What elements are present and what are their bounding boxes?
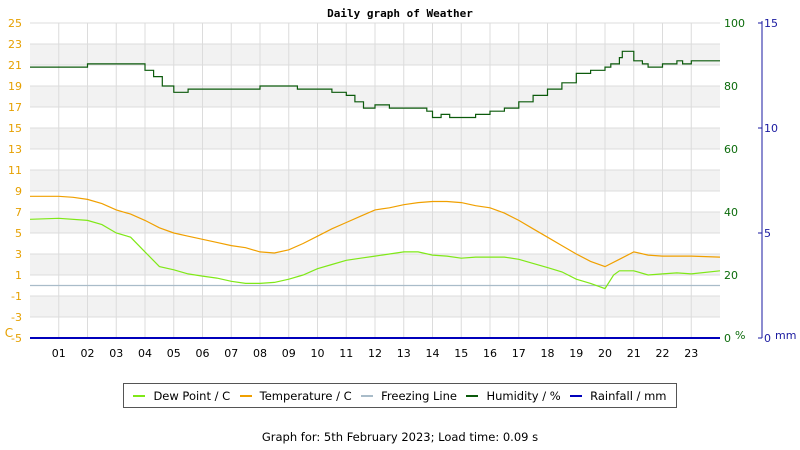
legend-swatch-rainfall (570, 394, 583, 397)
left-tick-label: 5 (15, 227, 22, 240)
series-line-dew-point-c (29, 217, 721, 290)
graph-footer: Graph for: 5th February 2023; Load time:… (261, 430, 539, 444)
x-tick-label: 03 (109, 347, 123, 360)
rain-axis-unit: mm (775, 329, 796, 342)
x-tick-label: 11 (339, 347, 353, 360)
left-tick-label: 1 (15, 269, 22, 282)
x-tick-label: 12 (368, 347, 382, 360)
legend-item-humidity: Humidity / % (466, 388, 561, 403)
humidity-axis-unit: % (735, 329, 745, 342)
left-tick-label: 25 (8, 17, 22, 30)
x-tick-label: 04 (138, 347, 152, 360)
left-tick-label: 7 (15, 206, 22, 219)
legend-item-temperature: Temperature / C (239, 388, 352, 403)
plot-series (29, 50, 721, 339)
legend-item-rainfall: Rainfall / mm (570, 388, 667, 403)
legend-item-freezing-line: Freezing Line (361, 389, 457, 403)
plot-axes (758, 21, 763, 339)
left-tick-label: -1 (11, 290, 22, 303)
x-tick-label: 09 (282, 347, 296, 360)
humidity-tick-label: 80 (724, 80, 738, 93)
legend-swatch-temperature (239, 394, 252, 397)
left-tick-label: -5 (11, 332, 22, 345)
rain-tick-label: 0 (764, 332, 771, 345)
left-tick-label: 3 (15, 248, 22, 261)
humidity-tick-label: 100 (724, 17, 745, 30)
x-tick-label: 05 (167, 347, 181, 360)
x-tick-label: 10 (311, 347, 325, 360)
legend-swatch-dew-point (133, 394, 146, 397)
series-line-temperature-c (30, 195, 721, 268)
x-tick-label: 21 (627, 347, 641, 360)
humidity-tick-label: 60 (724, 143, 738, 156)
left-tick-label: -3 (11, 311, 22, 324)
x-tick-label: 17 (512, 347, 526, 360)
rain-tick-label: 10 (764, 122, 778, 135)
x-tick-label: 01 (52, 347, 66, 360)
x-tick-label: 20 (598, 347, 612, 360)
x-tick-label: 08 (253, 347, 267, 360)
x-tick-label: 02 (81, 347, 95, 360)
x-tick-label: 23 (684, 347, 698, 360)
plot-tick-labels: 01 02 03 04 05 06 07 08 09 10 11 12 13 14 15 16 17 18 19 20… (8, 17, 778, 360)
x-tick-label: 16 (483, 347, 497, 360)
legend-label-rainfall: Rainfall / mm (590, 388, 667, 403)
legend-label-freezing-line: Freezing Line (381, 388, 457, 403)
x-tick-label: 13 (397, 347, 411, 360)
legend-label-dew-point: Dew Point / C (153, 388, 231, 403)
legend-item-dew-point: Dew Point / C (133, 389, 230, 403)
left-tick-label: 17 (8, 101, 22, 114)
series-line-humidity (30, 50, 720, 119)
left-tick-label: 23 (8, 38, 22, 51)
humidity-tick-label: 40 (724, 206, 738, 219)
rain-tick-label: 5 (764, 227, 771, 240)
legend-swatch-humidity (466, 394, 479, 397)
x-tick-label: 15 (454, 347, 468, 360)
left-axis-unit: C (5, 326, 13, 340)
x-tick-label: 07 (224, 347, 238, 360)
chart-title: Daily graph of Weather (327, 7, 473, 20)
legend-swatch-freezing-line (361, 394, 374, 397)
left-tick-label: 21 (8, 59, 22, 72)
left-tick-label: 11 (8, 164, 22, 177)
legend-label-humidity: Humidity / % (486, 388, 561, 403)
x-tick-label: 18 (541, 347, 555, 360)
x-tick-label: 19 (569, 347, 583, 360)
x-tick-label: 14 (426, 347, 440, 360)
chart-legend: Dew Point / C Temperature / C Freezing L… (123, 383, 677, 408)
left-tick-label: 13 (8, 143, 22, 156)
x-tick-label: 22 (656, 347, 670, 360)
legend-label-temperature: Temperature / C (259, 388, 352, 403)
x-tick-label: 06 (196, 347, 210, 360)
rain-tick-label: 15 (764, 17, 778, 30)
left-tick-label: 19 (8, 80, 22, 93)
humidity-tick-label: 20 (724, 269, 738, 282)
left-tick-label: 15 (8, 122, 22, 135)
left-tick-label: 9 (15, 185, 22, 198)
humidity-tick-label: 0 (724, 332, 731, 345)
